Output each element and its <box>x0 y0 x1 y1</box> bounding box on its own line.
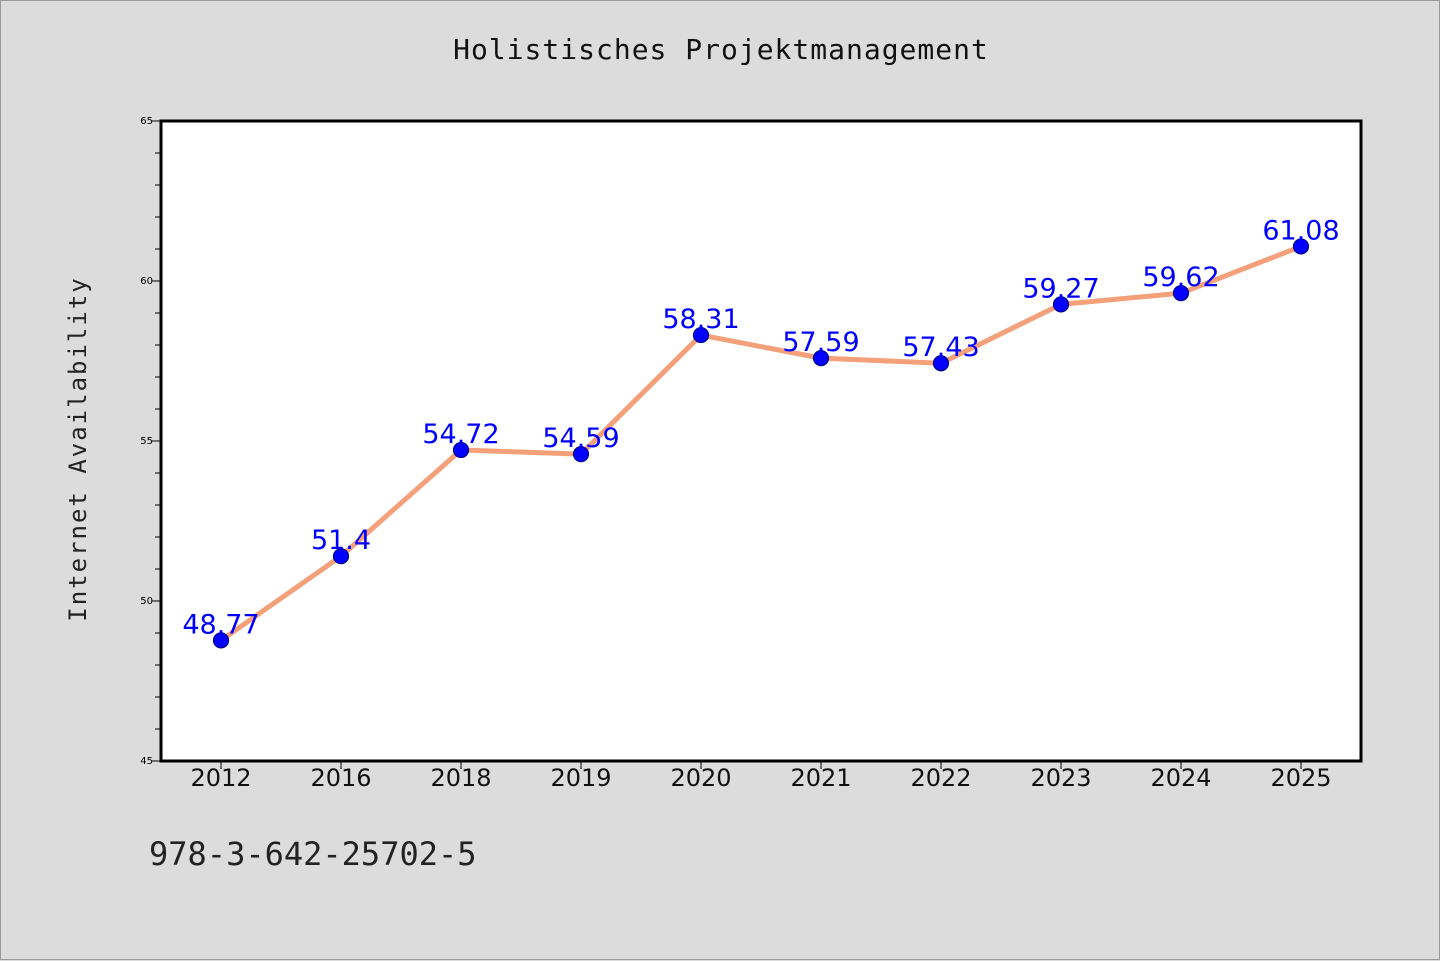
y-tick-label: 50 <box>140 596 153 607</box>
data-label: 51.4 <box>311 525 371 556</box>
data-label: 61.08 <box>1262 215 1339 246</box>
y-tick-label: 65 <box>140 116 153 127</box>
data-label: 57.59 <box>782 327 859 358</box>
isbn-text: 978-3-642-25702-5 <box>149 835 477 873</box>
data-point <box>1052 296 1070 313</box>
y-tick-label: 60 <box>140 276 153 287</box>
x-tick-label: 2021 <box>790 764 851 792</box>
data-label: 54.72 <box>422 419 499 450</box>
y-tick-label: 45 <box>140 756 153 767</box>
x-tick-label: 2020 <box>670 764 731 792</box>
y-tick-label: 55 <box>140 436 153 447</box>
data-point <box>692 326 710 344</box>
data-point <box>572 446 590 463</box>
data-label: 58.31 <box>662 304 739 335</box>
chart-title: Holistisches Projektmanagement <box>453 33 989 66</box>
x-tick-label: 2023 <box>1030 764 1091 792</box>
data-point <box>812 350 830 367</box>
series-line <box>218 243 1304 643</box>
data-point <box>452 441 470 459</box>
data-label: 57.43 <box>902 332 979 363</box>
data-label: 59.62 <box>1142 262 1219 293</box>
x-tick-label: 2022 <box>910 764 971 792</box>
data-point <box>1172 285 1190 302</box>
x-tick-label: 2016 <box>310 764 371 792</box>
data-label: 48.77 <box>182 609 259 640</box>
data-label: 59.27 <box>1022 273 1099 304</box>
data-point <box>932 355 950 372</box>
x-tick-label: 2024 <box>1150 764 1211 792</box>
x-tick-label: 2019 <box>550 764 611 792</box>
x-tick-label: 2025 <box>1270 764 1331 792</box>
data-label: 54.59 <box>542 423 619 454</box>
data-point <box>212 632 230 649</box>
x-tick-label: 2012 <box>190 764 251 792</box>
data-point <box>1292 238 1310 255</box>
plot-area <box>159 119 1363 763</box>
data-point <box>332 548 350 565</box>
x-tick-label: 2018 <box>430 764 491 792</box>
